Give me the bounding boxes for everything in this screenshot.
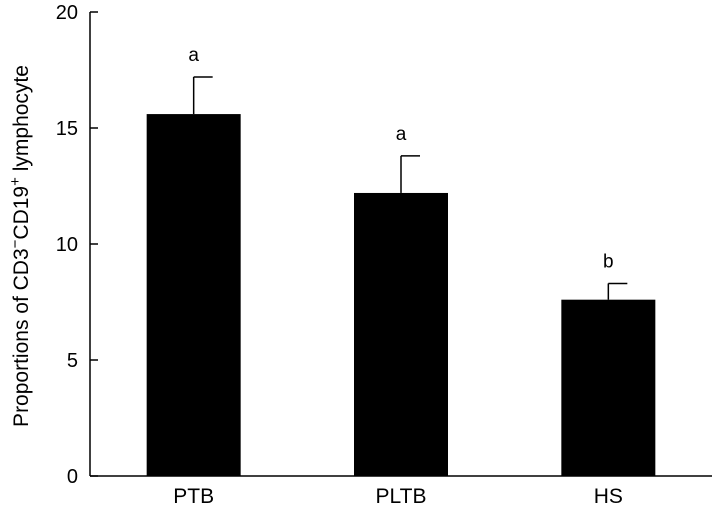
significance-labels: a a b [188,45,613,272]
bars [146,114,656,476]
y-tick-label: 10 [56,234,78,256]
y-tick-label: 20 [56,2,78,24]
y-axis-label: Proportions of CD3−CD19+ lymphocyte [7,65,34,427]
x-tick-label-ptb: PTB [173,485,214,508]
y-label-text: Proportions of CD3 [10,248,33,427]
y-label-text: CD19 [10,186,33,240]
y-label-superscript: + [7,177,24,186]
significance-label-ptb: a [188,45,199,66]
bar-ptb [146,114,241,476]
x-tick-label-hs: HS [594,485,623,508]
significance-label-pltb: a [396,124,407,145]
bar-pltb [354,192,448,476]
bar-hs [561,299,656,476]
y-tick-label: 5 [67,350,78,372]
y-label-text: lymphocyte [10,65,33,177]
y-axis: 0 5 10 15 20 [56,2,98,488]
significance-label-hs: b [603,251,614,272]
y-tick-label: 0 [67,466,78,488]
error-bars [192,76,628,300]
y-label-superscript: − [7,239,24,248]
y-tick-label: 15 [56,118,78,140]
x-tick-label-pltb: PLTB [376,485,427,508]
